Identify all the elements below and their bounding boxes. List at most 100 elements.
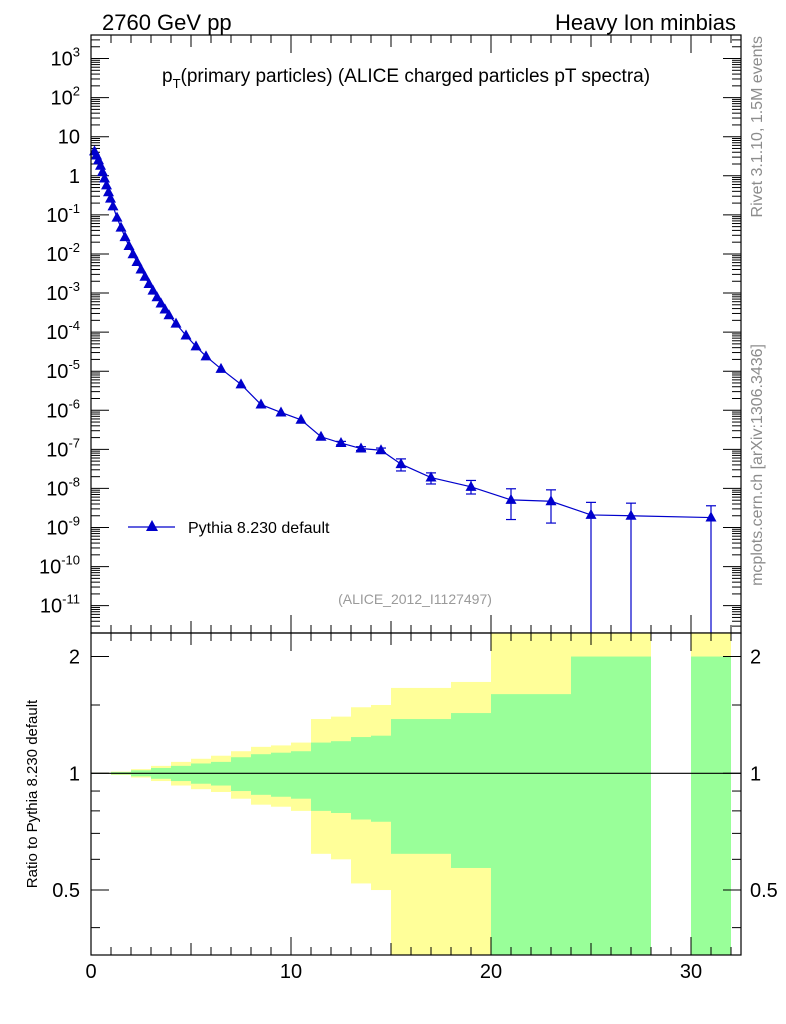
main-y-tick-label: 10-1: [46, 201, 80, 227]
main-y-tick-label: 10-2: [46, 240, 80, 266]
data-point: [119, 231, 131, 242]
data-point: [395, 458, 407, 469]
side-text-mcplots: mcplots.cern.ch [arXiv:1306.3436]: [749, 344, 766, 586]
legend-label: Pythia 8.230 default: [188, 520, 330, 537]
data-point: [139, 270, 151, 281]
data-point: [107, 200, 119, 211]
data-point: [127, 248, 139, 259]
data-point: [705, 511, 717, 522]
data-point: [143, 278, 155, 289]
data-point: [99, 172, 110, 183]
ratio-band-inner: [571, 656, 651, 955]
ratio-frame: [90, 632, 742, 956]
ratio-band-inner: [231, 757, 251, 792]
ratio-band-inner: [691, 656, 731, 955]
data-point: [163, 309, 175, 320]
plot-title-rest: (primary particles) (ALICE charged parti…: [181, 66, 651, 87]
data-point: [131, 256, 143, 267]
data-point: [355, 442, 367, 453]
data-point: [335, 437, 347, 448]
legend: Pythia 8.230 default: [128, 520, 330, 537]
ratio-band-inner: [451, 713, 491, 868]
ratio-band-inner: [331, 741, 351, 813]
data-point: [180, 329, 192, 340]
main-y-tick-label: 10-3: [46, 279, 80, 305]
data-point: [375, 444, 387, 455]
header-left: 2760 GeV pp: [102, 10, 232, 35]
ratio-band-inner: [271, 752, 291, 797]
ratio-band-inner: [311, 742, 331, 811]
data-point: [295, 413, 307, 424]
main-y-tick-label: 10-4: [46, 318, 80, 344]
data-point: [159, 303, 171, 314]
main-y-tick-label: 10-8: [46, 474, 80, 500]
main-y-tick-label: 10: [58, 127, 80, 149]
data-point: [155, 297, 167, 308]
data-point: [103, 186, 114, 197]
main-y-tick-label: 10-5: [46, 357, 80, 383]
main-axis-ticks: [90, 34, 741, 634]
data-point: [315, 430, 327, 441]
main-y-tick-label: 10-10: [39, 553, 80, 579]
ratio-band-inner: [491, 694, 571, 955]
data-point: [97, 165, 108, 176]
main-y-tick-label: 102: [51, 84, 80, 110]
x-tick-label: 30: [680, 961, 702, 983]
main-y-tick-label: 10-11: [40, 592, 80, 618]
data-point: [105, 192, 116, 203]
ratio-y-tick-label-left: 0.5: [52, 880, 80, 902]
x-tick-labels: 0 10 20 30: [85, 961, 702, 983]
data-point: [465, 480, 477, 491]
ratio-band-inner: [291, 751, 311, 799]
header-right: Heavy Ion minbias: [555, 10, 736, 35]
data-point: [111, 211, 123, 222]
main-series: [89, 145, 717, 633]
data-point: [200, 350, 212, 361]
data-point: [190, 340, 202, 351]
main-y-tick-label: 1: [69, 166, 80, 188]
main-y-tick-labels: 10-1110-1010-910-810-710-610-510-410-310…: [39, 45, 80, 618]
data-point: [215, 362, 227, 373]
data-point: [545, 495, 557, 506]
data-point: [425, 471, 437, 482]
ratio-y-axis-label: Ratio to Pythia 8.230 default: [24, 699, 41, 888]
main-y-tick-label: 103: [51, 45, 80, 71]
data-point: [147, 284, 159, 295]
x-tick-label: 20: [480, 961, 502, 983]
data-point: [585, 508, 597, 519]
main-frame: [90, 34, 742, 634]
ratio-y-tick-labels: 0.5 0.5 1 1 2 2: [52, 647, 778, 903]
ratio-y-tick-label-left: 1: [69, 763, 80, 785]
side-text-rivet: Rivet 3.1.10, 1.5M events: [749, 36, 766, 217]
ratio-band-inner: [371, 735, 391, 822]
data-point: [151, 291, 163, 302]
data-point: [115, 221, 127, 232]
ratio-y-tick-label-left: 2: [69, 647, 80, 669]
ratio-bands: [91, 633, 731, 955]
main-y-tick-label: 10-9: [46, 514, 80, 540]
data-point: [135, 263, 147, 274]
main-y-tick-label: 10-7: [46, 435, 80, 461]
main-y-tick-label: 10-6: [46, 396, 80, 422]
ratio-band-inner: [251, 754, 271, 795]
data-point: [235, 378, 247, 389]
analysis-label: (ALICE_2012_I1127497): [338, 591, 492, 607]
data-point: [255, 398, 267, 409]
ratio-band-inner: [351, 737, 371, 820]
ratio-band-inner: [391, 719, 451, 854]
data-point: [275, 406, 287, 417]
ratio-y-tick-label-right: 0.5: [750, 880, 778, 902]
ratio-y-tick-label-right: 2: [750, 647, 761, 669]
data-point: [123, 239, 135, 250]
x-tick-label: 0: [85, 961, 96, 983]
data-point: [505, 493, 517, 504]
plot-title-sub: T: [173, 76, 181, 91]
ratio-y-tick-label-right: 1: [750, 763, 761, 785]
data-point: [101, 179, 112, 190]
data-point: [95, 159, 106, 170]
plot-title: pT(primary particles) (ALICE charged par…: [162, 66, 650, 91]
legend-marker: [146, 520, 158, 531]
x-tick-label: 10: [280, 961, 302, 983]
data-point: [625, 509, 637, 520]
